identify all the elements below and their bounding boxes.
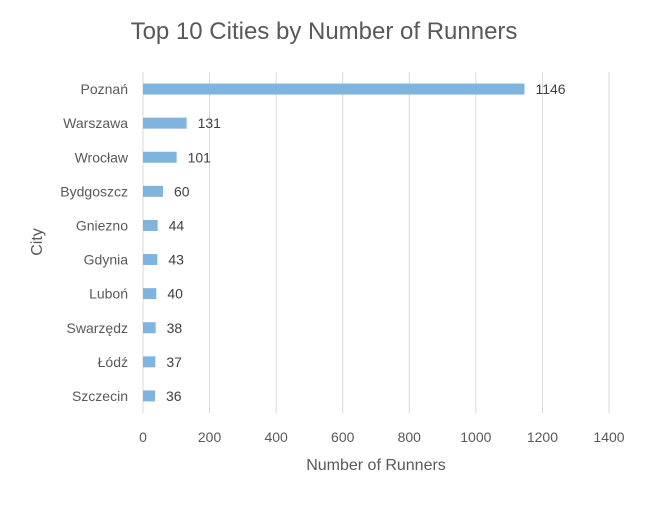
y-tick-label: Warszawa bbox=[63, 115, 128, 131]
y-tick-label: Gdynia bbox=[84, 252, 129, 268]
x-axis-title: Number of Runners bbox=[306, 457, 446, 474]
data-label: 1146 bbox=[535, 81, 565, 97]
data-label: 38 bbox=[167, 320, 183, 336]
x-tick-label: 1400 bbox=[593, 429, 624, 445]
y-tick-label: Gniezno bbox=[76, 217, 128, 233]
chart-title: Top 10 Cities by Number of Runners bbox=[131, 18, 518, 45]
bar bbox=[143, 390, 155, 402]
y-tick-label: Szczecin bbox=[72, 388, 128, 404]
y-axis-tick-labels: Poznań Warszawa Wrocław Bydgoszcz Gniezno Gdy… bbox=[60, 81, 129, 404]
data-label: 37 bbox=[166, 354, 182, 370]
bar bbox=[143, 254, 158, 266]
data-label: 43 bbox=[168, 252, 184, 268]
x-tick-label: 1000 bbox=[460, 429, 491, 445]
y-tick-label: Swarzędz bbox=[67, 320, 128, 336]
bars bbox=[143, 83, 525, 402]
bar bbox=[143, 288, 157, 300]
x-tick-label: 200 bbox=[198, 429, 222, 445]
y-tick-label: Bydgoszcz bbox=[60, 183, 128, 199]
y-tick-label: Łódź bbox=[98, 354, 128, 370]
x-tick-label: 800 bbox=[398, 429, 422, 445]
data-label: 36 bbox=[166, 388, 182, 404]
x-tick-label: 400 bbox=[264, 429, 288, 445]
bar bbox=[143, 117, 187, 129]
data-label: 101 bbox=[188, 149, 212, 165]
bar bbox=[143, 83, 525, 95]
bar bbox=[143, 185, 163, 197]
y-tick-label: Luboń bbox=[89, 286, 128, 302]
y-tick-label: Poznań bbox=[81, 81, 128, 97]
data-label: 60 bbox=[174, 183, 190, 199]
bar bbox=[143, 356, 156, 368]
x-tick-label: 0 bbox=[139, 429, 147, 445]
grid-lines bbox=[142, 72, 610, 413]
x-axis-tick-labels: 0 200 400 600 800 1000 1200 1400 bbox=[139, 429, 625, 445]
bar bbox=[143, 151, 177, 163]
y-tick-label: Wrocław bbox=[75, 149, 129, 165]
data-label: 131 bbox=[198, 115, 222, 131]
data-labels: 1146 131 101 60 44 43 40 38 37 36 bbox=[166, 81, 566, 404]
bar bbox=[143, 219, 158, 231]
y-axis-title: City bbox=[29, 228, 46, 256]
x-tick-label: 600 bbox=[331, 429, 355, 445]
data-label: 44 bbox=[169, 217, 185, 233]
data-label: 40 bbox=[167, 286, 183, 302]
x-tick-label: 1200 bbox=[527, 429, 558, 445]
bar bbox=[143, 322, 156, 334]
